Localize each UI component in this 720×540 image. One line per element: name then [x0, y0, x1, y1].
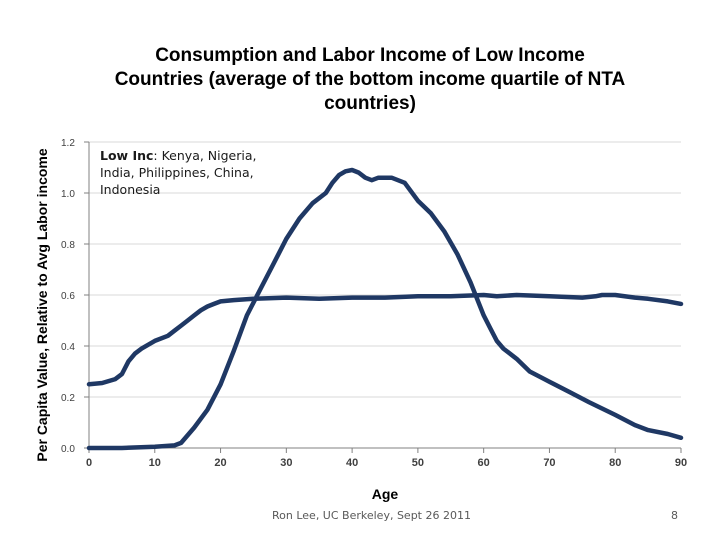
y-axis-title: Per Capita Value, Relative to Avg Labor … — [34, 148, 50, 461]
x-tick-label: 50 — [412, 457, 424, 469]
y-tick-label: 0.6 — [61, 291, 75, 302]
x-axis-title: Age — [372, 486, 399, 502]
title-line-2: Countries (average of the bottom income … — [114, 69, 626, 90]
x-tick-label: 10 — [149, 457, 161, 469]
x-tick-label: 60 — [478, 457, 490, 469]
x-tick-label: 70 — [543, 457, 555, 469]
chart-annotation: Low Inc: Kenya, Nigeria, India, Philippi… — [100, 147, 275, 198]
title-line-1: Consumption and Labor Income of Low Inco… — [155, 45, 585, 66]
y-tick-label: 0.4 — [61, 342, 75, 353]
title-line-3: countries) — [324, 93, 416, 114]
footer-credit: Ron Lee, UC Berkeley, Sept 26 2011 — [272, 509, 471, 522]
x-tick-label: 40 — [346, 457, 358, 469]
y-tick-label: 0.2 — [61, 393, 75, 404]
series-line-2 — [86, 167, 684, 451]
x-tick-label: 80 — [609, 457, 621, 469]
y-tick-label: 0.0 — [61, 444, 75, 455]
y-tick-label: 1.2 — [61, 138, 75, 149]
x-tick-label: 0 — [86, 457, 92, 469]
annotation-countries: : Kenya, Nigeria, India, Philippines, Ch… — [100, 148, 257, 197]
x-tick-label: 30 — [280, 457, 292, 469]
page-number: 8 — [671, 509, 678, 522]
annotation-label: Low Inc — [100, 148, 154, 163]
slide-title: Consumption and Labor Income of Low Inco… — [90, 44, 650, 116]
y-tick-label: 0.8 — [61, 240, 75, 251]
series-line-1 — [86, 292, 684, 387]
x-tick-label: 20 — [214, 457, 226, 469]
y-tick-label: 1.0 — [61, 189, 75, 200]
x-tick-label: 90 — [675, 457, 687, 469]
